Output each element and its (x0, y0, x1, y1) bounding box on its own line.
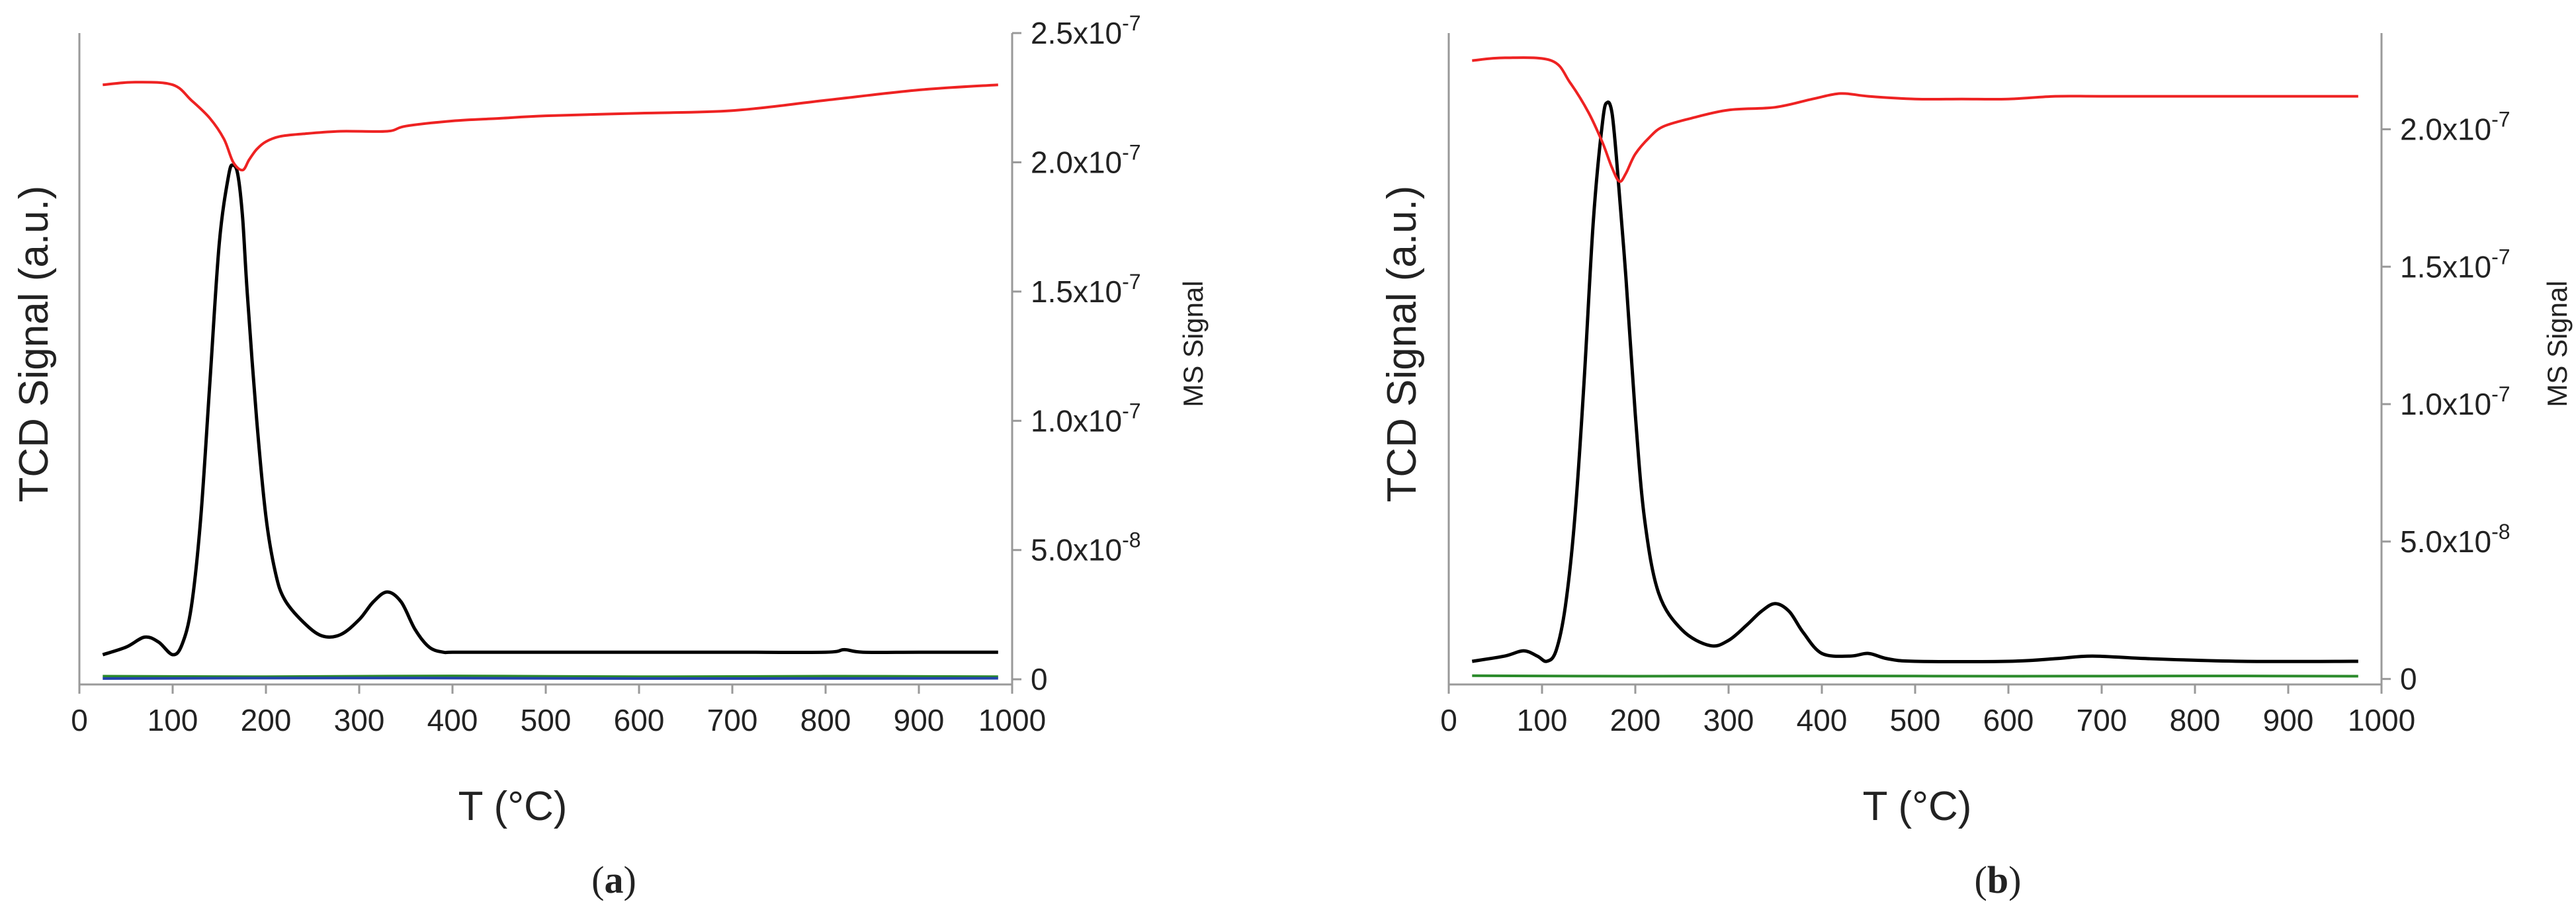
x-tick-label: 500 (521, 703, 572, 737)
x-tick-label: 300 (334, 703, 385, 737)
x-tick-label: 600 (1983, 703, 2034, 737)
x-tick-label: 800 (800, 703, 851, 737)
y-right-tick-label: 2.5x10-7 (1031, 11, 1141, 50)
x-tick-label: 900 (894, 703, 945, 737)
chart-panel-a: 0 100 200 300 400 500 600 700 800 900 1000 0 5.0x10… (11, 11, 1209, 901)
series-line-baseline-green (1472, 674, 2358, 678)
x-tick-label: 900 (2263, 703, 2314, 737)
x-tick-label: 1000 (2348, 703, 2415, 737)
series-line-tcd-signal (1471, 101, 2358, 664)
y-right-tick-labels: 0 5.0x10-8 1.0x10-7 1.5x10-7 2.0x10-7 2.5x10-… (1031, 11, 1141, 696)
x-tick-label: 100 (1517, 703, 1568, 737)
y-right-tick-label: 5.0x10-8 (2400, 520, 2511, 559)
x-tick-label: 0 (1440, 703, 1457, 737)
y-right-tick-label: 5.0x10-8 (1031, 528, 1141, 567)
x-axis-title: T (°C) (458, 784, 568, 829)
x-tick-label: 200 (241, 703, 292, 737)
series-line-baseline-blue (103, 677, 998, 680)
x-tick-label: 200 (1610, 703, 1661, 737)
x-tick-labels: 0 100 200 300 400 500 600 700 800 900 1000 (71, 703, 1046, 737)
y-axis-right-title: MS Signal (2542, 280, 2573, 407)
panel-label-a: (a) (591, 858, 636, 901)
y-right-tick-label: 1.0x10-7 (1031, 399, 1141, 438)
series-line-ms-signal (103, 81, 998, 172)
series-layer (102, 81, 998, 680)
y-right-tick-label: 0 (2400, 662, 2417, 696)
chart-panel-b: 0 100 200 300 400 500 600 700 800 900 1000 0 5.0x10… (1379, 33, 2573, 901)
x-tick-label: 300 (1703, 703, 1754, 737)
x-tick-label: 0 (71, 703, 88, 737)
x-tick-label: 500 (1890, 703, 1941, 737)
y-axis-left-title: TCD Signal (a.u.) (1379, 186, 1425, 503)
x-tick-label: 800 (2170, 703, 2221, 737)
series-layer (1471, 56, 2358, 678)
x-tick-label: 400 (1797, 703, 1848, 737)
x-tick-marks (1447, 684, 2383, 694)
x-tick-label: 400 (427, 703, 478, 737)
y-axis-right-title: MS Signal (1178, 280, 1209, 407)
x-tick-label: 1000 (978, 703, 1046, 737)
panel-label-b: (b) (1975, 858, 2022, 901)
series-line-tcd-signal (102, 163, 998, 657)
x-axis-title: T (°C) (1863, 784, 1972, 829)
y-right-tick-marks (1012, 32, 1021, 680)
y-axis-left-title: TCD Signal (a.u.) (11, 186, 57, 503)
x-tick-marks (78, 684, 1013, 694)
series-line-baseline-green (103, 675, 998, 679)
y-right-tick-label: 1.5x10-7 (1031, 270, 1141, 309)
x-tick-label: 700 (2077, 703, 2127, 737)
y-right-tick-marks (2382, 128, 2391, 680)
series-line-ms-signal (1472, 56, 2358, 183)
y-right-tick-labels: 0 5.0x10-8 1.0x10-7 1.5x10-7 2.0x10-7 (2400, 107, 2511, 696)
x-tick-labels: 0 100 200 300 400 500 600 700 800 900 1000 (1440, 703, 2415, 737)
y-right-tick-label: 2.0x10-7 (2400, 107, 2511, 146)
x-tick-label: 600 (614, 703, 665, 737)
x-tick-label: 100 (148, 703, 198, 737)
x-tick-label: 700 (707, 703, 758, 737)
y-right-tick-label: 1.0x10-7 (2400, 382, 2511, 421)
y-right-tick-label: 0 (1031, 662, 1048, 696)
y-right-tick-label: 1.5x10-7 (2400, 245, 2511, 284)
y-right-tick-label: 2.0x10-7 (1031, 140, 1141, 179)
